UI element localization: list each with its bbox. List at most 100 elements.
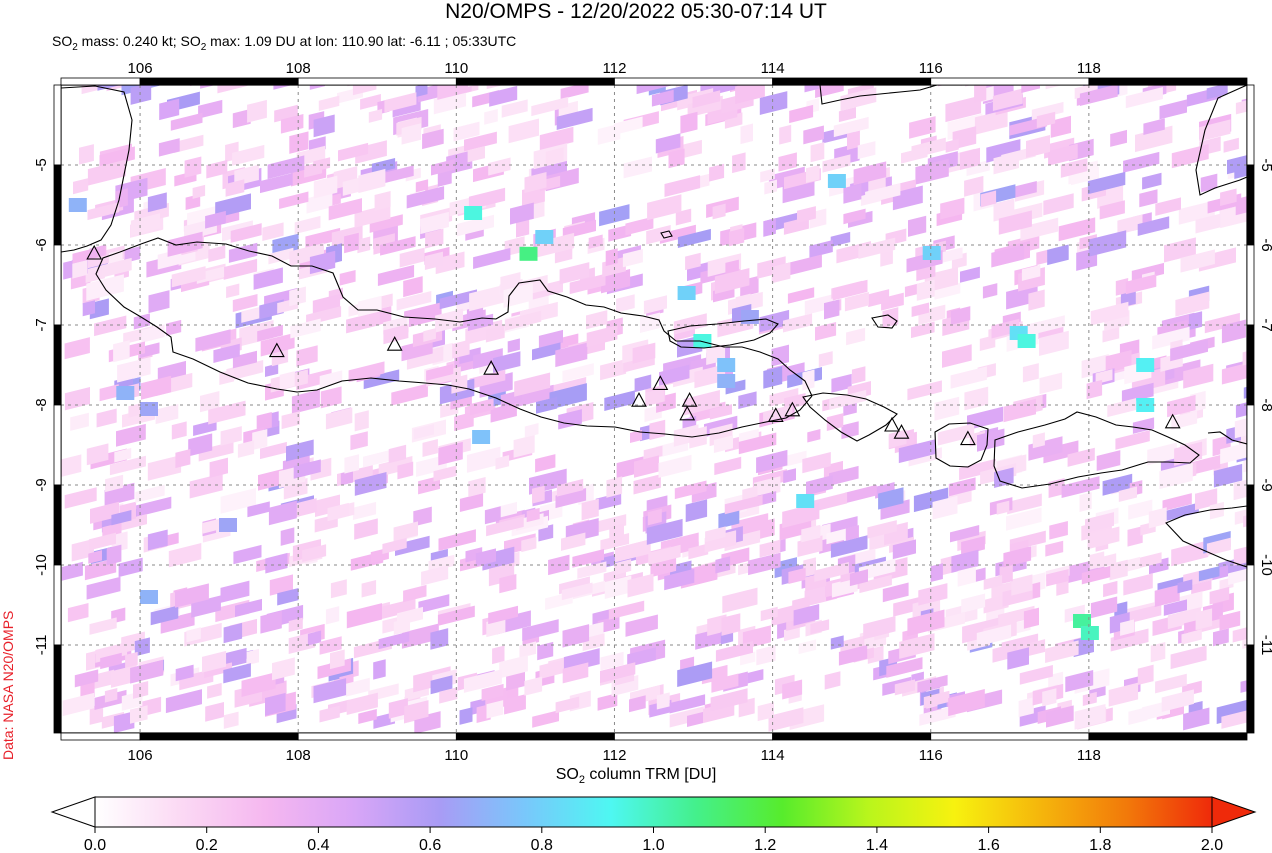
so2-pixel xyxy=(507,338,520,353)
so2-pixel xyxy=(289,131,309,154)
so2-pixel xyxy=(111,510,132,526)
so2-pixel xyxy=(428,554,455,573)
so2-pixel xyxy=(395,535,430,557)
so2-pixel-high xyxy=(827,174,846,188)
so2-pixel xyxy=(1081,565,1111,585)
so2-pixel xyxy=(468,477,486,497)
so2-pixel xyxy=(309,250,336,275)
so2-pixel xyxy=(374,191,391,211)
so2-pixel xyxy=(608,600,645,620)
so2-pixel xyxy=(268,500,297,526)
so2-pixel xyxy=(748,552,781,576)
so2-pixel xyxy=(354,472,387,496)
so2-pixel-high xyxy=(519,246,538,261)
so2-pixel xyxy=(426,363,454,381)
so2-pixel xyxy=(1039,330,1069,356)
coastline-madura xyxy=(667,318,779,349)
volcano-markers xyxy=(86,244,1181,446)
so2-pixel xyxy=(492,645,505,665)
so2-pixel xyxy=(554,248,573,264)
so2-pixel xyxy=(453,121,480,142)
so2-pixel xyxy=(130,85,152,105)
so2-pixel xyxy=(759,539,781,558)
so2-pixel xyxy=(377,598,416,621)
so2-pixel xyxy=(865,183,901,205)
so2-pixel xyxy=(256,412,272,432)
so2-pixel xyxy=(738,432,777,455)
so2-pixel xyxy=(826,413,844,431)
so2-pixel xyxy=(175,449,191,469)
so2-pixel xyxy=(358,295,382,317)
colorbar-tick-label: 0.4 xyxy=(307,837,329,853)
so2-pixel xyxy=(689,426,707,449)
so2-pixel xyxy=(810,619,830,635)
colorbar-tick-label: 0.8 xyxy=(531,837,553,853)
so2-pixel xyxy=(1049,520,1068,540)
lat-tick-label-right: -11 xyxy=(1258,635,1272,656)
so2-pixel xyxy=(581,498,599,521)
so2-pixel xyxy=(125,651,138,669)
frame-bar-bottom xyxy=(60,732,141,741)
so2-pixel xyxy=(779,124,792,145)
so2-pixel xyxy=(1007,493,1042,515)
so2-pixel xyxy=(205,210,226,229)
so2-pixel xyxy=(239,320,274,347)
so2-pixel xyxy=(269,574,293,596)
so2-pixel xyxy=(532,710,560,728)
so2-pixel xyxy=(220,426,242,446)
volcano-marker xyxy=(86,244,103,260)
so2-pixel xyxy=(225,179,245,197)
so2-pixel-high xyxy=(922,246,941,260)
so2-pixel xyxy=(302,544,327,563)
so2-pixel xyxy=(669,694,706,714)
lon-tick-label-top: 108 xyxy=(286,60,311,77)
so2-pixel xyxy=(70,412,89,431)
so2-pixel xyxy=(1128,499,1153,520)
so2-pixel xyxy=(61,561,83,581)
so2-pixel xyxy=(130,213,160,236)
so2-pixel xyxy=(195,329,231,352)
so2-pixel xyxy=(804,85,819,93)
coastline-kangean xyxy=(871,314,898,329)
colorbar-label: SO2 column TRM [DU] xyxy=(0,766,1272,786)
so2-pixel xyxy=(535,454,556,473)
so2-pixel-high xyxy=(717,374,736,388)
so2-pixel xyxy=(1107,398,1137,418)
so2-pixel xyxy=(1198,566,1220,582)
so2-pixel xyxy=(647,194,682,221)
colorbar-ticks: 0.0 0.2 0.4 0.6 0.8 1.0 1.2 1.4 1.6 1.8 2.0 xyxy=(84,827,1223,853)
so2-pixel xyxy=(464,131,497,152)
so2-pixel xyxy=(882,307,899,329)
so2-pixel xyxy=(232,350,257,369)
so2-pixel xyxy=(950,366,987,389)
so2-pixel xyxy=(992,88,1023,112)
so2-pixel xyxy=(705,526,726,543)
so2-pixel xyxy=(265,552,288,574)
lon-tick-label-top: 118 xyxy=(1077,60,1101,77)
so2-pixel xyxy=(1058,217,1096,242)
lat-tick-label-left: -11 xyxy=(33,635,50,656)
so2-pixel xyxy=(886,657,923,678)
lat-tick-label-left: -8 xyxy=(33,398,50,411)
so2-pixel xyxy=(348,361,385,383)
so2-pixel xyxy=(555,342,588,368)
so2-pixel xyxy=(849,569,869,587)
so2-pixel-high xyxy=(693,334,712,348)
so2-pixel xyxy=(1148,507,1167,529)
so2-pixel xyxy=(247,99,267,123)
so2-pixel xyxy=(783,313,813,333)
so2-pixel xyxy=(97,85,125,91)
so2-pixel xyxy=(545,147,564,166)
so2-pixel xyxy=(147,192,167,213)
so2-pixel xyxy=(185,193,201,211)
so2-pixel xyxy=(840,87,877,111)
so2-pixel xyxy=(608,224,632,242)
so2-pixel xyxy=(361,580,377,598)
axis-ticks: 106 106 108 108 110 110 112 112 114 114 116 116 118 1… xyxy=(33,60,1272,764)
so2-pixel xyxy=(692,90,721,109)
so2-pixel xyxy=(116,423,146,447)
colorbar-tick-label: 0.0 xyxy=(84,837,106,853)
so2-pixel xyxy=(600,662,636,684)
so2-pixel xyxy=(514,372,551,397)
lon-tick-label-top: 114 xyxy=(761,60,785,77)
